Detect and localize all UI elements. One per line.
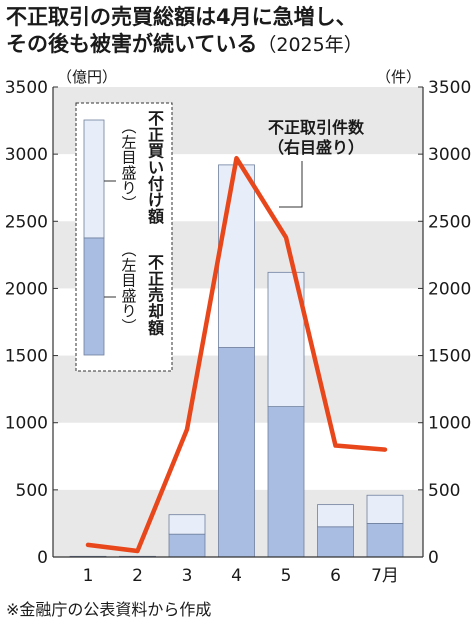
legend: 不正買い付け額 ︵左目盛り︶ 不正売却額 ︵左目盛り︶ <box>75 102 173 372</box>
line-label-leader <box>279 161 303 208</box>
axes: 0 500 1000 1500 2000 2500 3000 3500 0 500 1000 1500… <box>5 68 472 586</box>
bar-upper-3 <box>168 514 206 535</box>
left-tick-label: 0 <box>37 548 48 568</box>
bar-lower-5 <box>267 406 305 558</box>
left-tick-label: 3500 <box>5 78 48 98</box>
bar-lower-4 <box>218 347 255 558</box>
left-tick-label: 500 <box>16 481 48 501</box>
legend-swatch-lower <box>83 237 105 356</box>
bar-lower-3 <box>168 533 206 558</box>
line-label-axis: （右目盛り） <box>268 138 364 157</box>
legend-label-lower: 不正売却額 <box>147 253 164 337</box>
right-tick-label: 1000 <box>428 414 471 434</box>
right-tick-label: 2000 <box>428 279 471 299</box>
bar-upper-4 <box>218 164 255 348</box>
x-tick-label: 6 <box>330 566 341 586</box>
right-tick-label: 1500 <box>428 347 471 367</box>
bar-upper-6 <box>317 504 354 528</box>
legend-label-upper: 不正買い付け額 <box>147 109 164 226</box>
bar-lower-6 <box>317 526 354 558</box>
title-line-1: 不正取引の売買総額は4月に急増し、 <box>6 5 357 29</box>
x-tick-label: 5 <box>281 566 292 586</box>
title-line-2-year: （2025年） <box>257 34 363 56</box>
left-tick-label: 2500 <box>5 212 48 232</box>
line-label-name: 不正取引件数 <box>268 118 365 137</box>
title-line-2: その後も被害が続いている（2025年） <box>6 31 472 59</box>
left-axis-unit: （億円） <box>57 68 117 86</box>
x-tick-label: 1 <box>83 566 94 586</box>
left-tick-label: 1000 <box>5 414 48 434</box>
legend-swatch-upper <box>83 119 105 239</box>
right-tick-label: 3000 <box>428 145 471 165</box>
left-tick-label: 3000 <box>5 145 48 165</box>
x-tick-label: 2 <box>132 566 143 586</box>
legend-note-upper: ︵左目盛り︶ <box>121 118 136 213</box>
right-tick-label: 2500 <box>428 212 471 232</box>
bar-lower-7 <box>366 523 404 558</box>
bar-upper-7 <box>366 494 404 524</box>
x-tick-label: 4 <box>231 566 242 586</box>
x-tick-label: 3 <box>182 566 193 586</box>
chart-title: 不正取引の売買総額は4月に急増し、 その後も被害が続いている（2025年） <box>6 4 472 59</box>
left-tick-label: 1500 <box>5 347 48 367</box>
x-tick-label: 7月 <box>371 566 399 586</box>
title-line-2-main: その後も被害が続いている <box>6 32 258 56</box>
right-tick-label: 3500 <box>428 78 471 98</box>
right-tick-label: 500 <box>428 481 460 501</box>
line-series: 不正取引件数（右目盛り） <box>85 118 388 554</box>
right-tick-label: 0 <box>428 548 439 568</box>
right-axis-unit: （件） <box>376 68 421 86</box>
source-note: ※金融庁の公表資料から作成 <box>6 600 212 619</box>
left-tick-label: 2000 <box>5 279 48 299</box>
legend-note-lower: ︵左目盛り︶ <box>121 241 136 336</box>
